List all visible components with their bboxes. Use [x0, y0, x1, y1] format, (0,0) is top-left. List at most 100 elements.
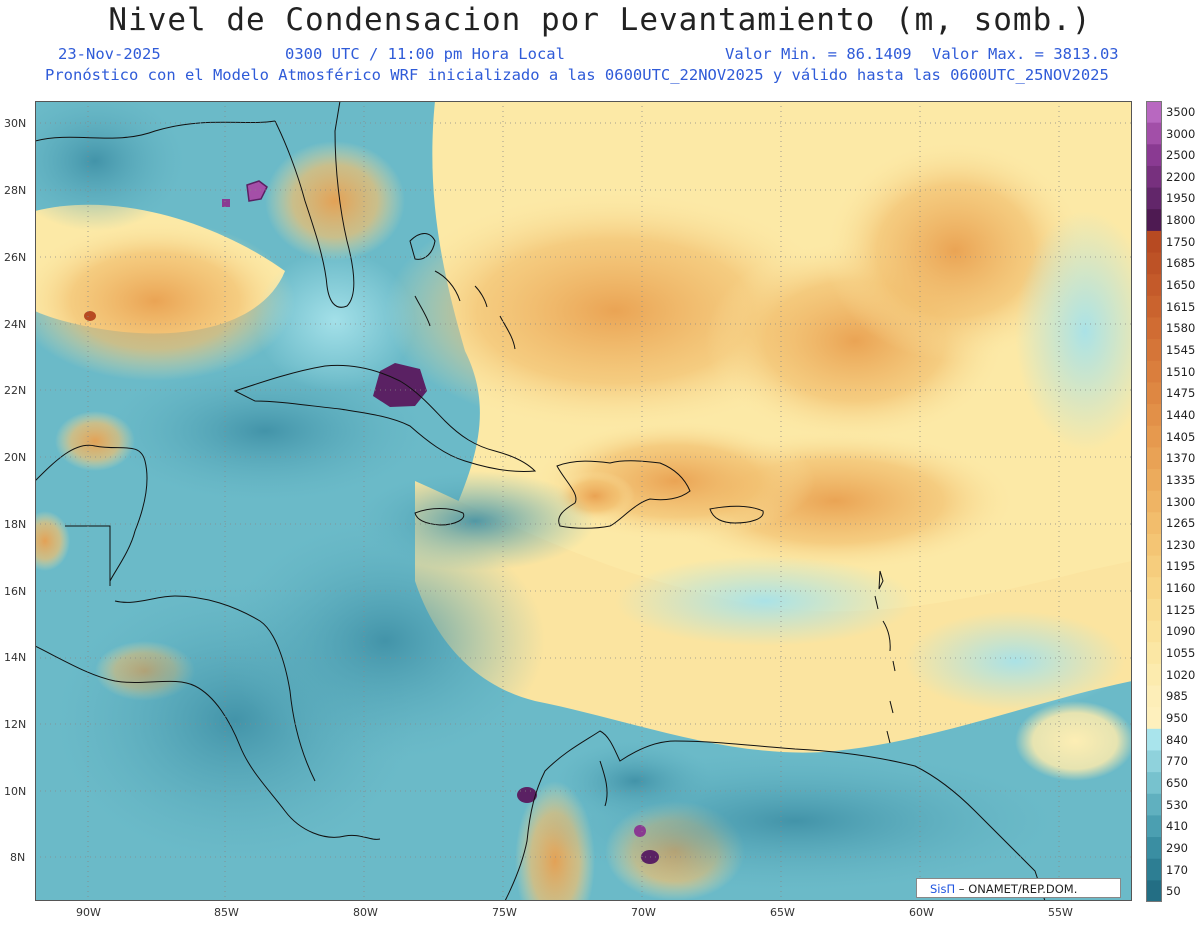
legend-level-label: 1580 [1166, 321, 1196, 336]
legend-swatch [1146, 469, 1162, 492]
legend-swatch [1146, 880, 1162, 902]
legend-swatch [1146, 165, 1162, 189]
map-title: Nivel de Condensacion por Levantamiento … [108, 2, 1092, 38]
lat-label: 8N [10, 851, 26, 864]
legend-level-label: 1650 [1166, 278, 1196, 292]
legend-level-label: 1440 [1166, 407, 1196, 422]
legend-level-label: 985 [1166, 689, 1188, 704]
legend-level-label: 770 [1166, 754, 1188, 769]
lat-label: 18N [4, 518, 27, 531]
lon-label: 80W [353, 906, 378, 919]
legend-level-label: 1475 [1166, 386, 1196, 401]
legend-swatch [1146, 533, 1162, 557]
lat-label: 20N [4, 451, 27, 464]
lat-label: 10N [4, 785, 27, 798]
lat-label: 24N [4, 318, 27, 331]
legend-swatch [1146, 728, 1162, 752]
legend-swatch [1146, 404, 1162, 427]
legend-level-label: 3500 [1166, 104, 1196, 119]
lon-label: 60W [909, 906, 934, 919]
legend-level-label: 2500 [1166, 148, 1196, 163]
legend-level-label: 1125 [1166, 602, 1196, 617]
legend-swatch [1146, 858, 1162, 881]
legend-level-label: 1685 [1166, 256, 1196, 271]
legend-level-label: 1615 [1166, 299, 1196, 314]
forecast-time: 0300 UTC / 11:00 pm Hora Local [285, 45, 565, 63]
legend-level-label: 1370 [1166, 451, 1196, 466]
legend-level-label: 1195 [1166, 559, 1196, 574]
legend-swatch [1146, 577, 1162, 600]
lat-label: 26N [4, 251, 27, 264]
legend-level-label: 2200 [1166, 169, 1196, 184]
legend-swatch [1146, 230, 1162, 254]
legend-swatch [1146, 425, 1162, 448]
credit-text: – ONAMET/REP.DOM. [955, 882, 1078, 896]
coastlines [35, 101, 1046, 901]
lon-label: 85W [214, 906, 239, 919]
legend-swatch [1146, 620, 1162, 643]
legend-level-label: 530 [1166, 797, 1188, 812]
legend-level-label: 1545 [1166, 343, 1196, 357]
legend-level-label: 1950 [1166, 191, 1196, 206]
legend-swatch [1146, 447, 1162, 470]
condensation-level-map [35, 101, 1132, 901]
sispi-logo-text: SisΠ [930, 882, 956, 896]
legend-swatch [1146, 339, 1162, 362]
lat-label: 28N [4, 184, 27, 197]
legend-swatch [1146, 685, 1162, 708]
legend-swatch [1146, 555, 1162, 578]
legend-swatch [1146, 707, 1162, 730]
legend-swatch [1146, 101, 1162, 124]
legend-level-label: 1335 [1166, 472, 1196, 487]
lon-label: 65W [770, 906, 795, 919]
legend-level-label: 1160 [1166, 581, 1196, 596]
legend-swatch [1146, 750, 1162, 773]
legend-swatch [1146, 317, 1162, 340]
legend-swatch [1146, 122, 1162, 145]
lat-label: 16N [4, 585, 27, 598]
legend-level-label: 840 [1166, 732, 1188, 747]
legend-level-label: 1300 [1166, 494, 1196, 509]
legend-level-label: 3000 [1166, 126, 1196, 141]
legend-level-label: 1020 [1166, 667, 1196, 682]
legend-swatch [1146, 187, 1162, 210]
legend-swatch [1146, 252, 1162, 275]
legend-level-label: 650 [1166, 775, 1188, 790]
graticule [35, 101, 1132, 901]
legend-level-label: 950 [1166, 711, 1188, 725]
legend-swatch [1146, 772, 1162, 795]
lat-label: 14N [4, 651, 27, 664]
legend-swatch [1146, 295, 1162, 319]
legend-level-label: 290 [1166, 840, 1188, 855]
lon-label: 90W [76, 906, 101, 919]
purple-maxima [84, 180, 659, 864]
legend-swatch [1146, 512, 1162, 535]
legend-level-label: 50 [1166, 884, 1181, 899]
legend-swatch [1146, 663, 1162, 687]
legend-swatch [1146, 490, 1162, 513]
lat-label: 22N [4, 384, 27, 397]
lat-label: 30N [4, 117, 27, 130]
color-legend-bar [1146, 101, 1162, 902]
forecast-note: Pronóstico con el Modelo Atmosférico WRF… [45, 66, 1109, 84]
legend-swatch [1146, 837, 1162, 860]
lat-label: 12N [4, 718, 27, 731]
legend-swatch [1146, 274, 1162, 297]
lon-label: 55W [1048, 906, 1073, 919]
legend-level-label: 1800 [1166, 213, 1196, 228]
min-value: Valor Min. = 86.1409 [725, 45, 912, 63]
legend-level-label: 1510 [1166, 364, 1196, 379]
legend-level-label: 170 [1166, 862, 1188, 877]
legend-level-label: 1265 [1166, 516, 1196, 531]
lon-label: 70W [631, 906, 656, 919]
lon-label: 75W [492, 906, 517, 919]
legend-level-label: 1750 [1166, 234, 1196, 249]
legend-level-label: 1405 [1166, 429, 1196, 444]
credit-box: SisΠ – ONAMET/REP.DOM. [916, 878, 1121, 898]
legend-swatch [1146, 209, 1162, 232]
legend-swatch [1146, 382, 1162, 405]
legend-swatch [1146, 360, 1162, 384]
legend-swatch [1146, 815, 1162, 838]
legend-level-label: 410 [1166, 819, 1188, 834]
forecast-date: 23-Nov-2025 [58, 45, 161, 63]
